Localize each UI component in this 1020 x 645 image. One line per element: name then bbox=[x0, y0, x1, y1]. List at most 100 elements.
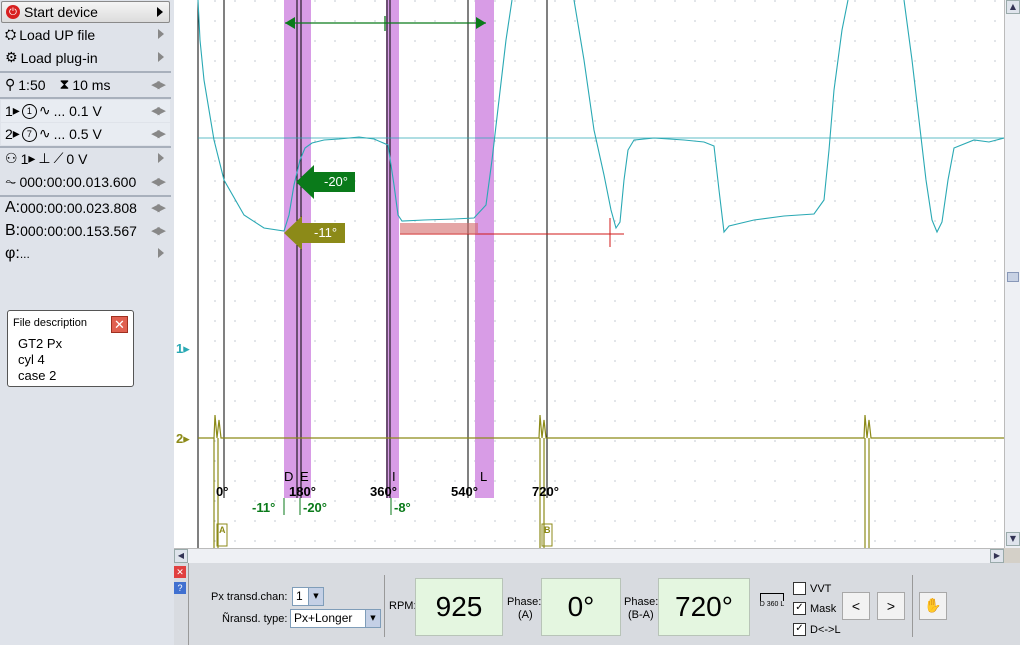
spin-arrows-icon[interactable]: ◀▶ bbox=[151, 127, 166, 140]
scroll-thumb[interactable] bbox=[1007, 272, 1019, 282]
cursor-a-marker[interactable]: A bbox=[219, 525, 226, 535]
vertical-scrollbar[interactable]: ▲ ▼ bbox=[1004, 0, 1020, 548]
vvt-checkbox-box[interactable] bbox=[793, 582, 806, 595]
divider bbox=[0, 97, 171, 99]
transd-type-select[interactable]: Px+Longer ▼ bbox=[290, 609, 381, 628]
phase-ba-sub: (B-A) bbox=[628, 609, 654, 621]
magnifier-icon: ⚲ bbox=[5, 77, 16, 93]
spin-arrows-icon[interactable]: ◀▶ bbox=[151, 104, 166, 117]
slope-icon: ⟋ bbox=[53, 151, 64, 167]
mask-checkbox-box[interactable]: ✓ bbox=[793, 602, 806, 615]
degree-tick-720: 720° bbox=[532, 484, 559, 499]
cursor-b-row[interactable]: B: 000:00:00.153.567 ◀▶ bbox=[1, 220, 170, 242]
horizontal-scrollbar[interactable]: ◀ ▶ bbox=[174, 548, 1004, 563]
px-chan-select[interactable]: 1 ▼ bbox=[292, 587, 324, 606]
binoculars-icon: ⚇ bbox=[5, 151, 18, 167]
chevron-down-icon: ▼ bbox=[365, 610, 380, 627]
arrow-minus11-label: -11° bbox=[314, 225, 338, 240]
scroll-up-icon[interactable]: ▲ bbox=[1006, 0, 1020, 14]
scale-timebase-row[interactable]: ⚲ 1:50 ⧗ 10 ms ◀▶ bbox=[1, 74, 170, 96]
cursor-a-row[interactable]: A: 000:00:00.023.808 ◀▶ bbox=[1, 197, 170, 219]
file-description-line: cyl 4 bbox=[18, 352, 45, 367]
arrow-right-icon: ▸ bbox=[28, 151, 36, 167]
arrow-minus11-icon bbox=[284, 216, 345, 250]
prev-button[interactable]: < bbox=[842, 592, 870, 620]
trigger-row[interactable]: ⚇ 1 ▸ ⊥ ⟋ 0 V bbox=[1, 148, 170, 170]
pulse-icon: ⏦ bbox=[5, 174, 17, 190]
close-icon[interactable]: ✕ bbox=[111, 316, 128, 333]
channel-2-range: ... 0.5 V bbox=[53, 126, 102, 142]
vvt-checkbox[interactable]: VVT bbox=[793, 582, 831, 595]
phase-letter-d: D bbox=[284, 469, 294, 484]
px-chan-label: Px transd.chan: bbox=[211, 591, 288, 603]
angle-label-minus11: -11° bbox=[252, 500, 276, 515]
start-device-label: Start device bbox=[24, 4, 98, 20]
divider bbox=[0, 195, 171, 197]
mask-checkbox[interactable]: ✓ Mask bbox=[793, 602, 836, 615]
cursor-b-label: B: bbox=[5, 222, 21, 239]
channel-1-row[interactable]: 1 ▸ 1 ∿ ... 0.1 V ◀▶ bbox=[1, 100, 170, 122]
start-device-button[interactable]: ⏻ Start device bbox=[1, 1, 170, 23]
trigger-edge-icon: ⊥ bbox=[38, 151, 51, 167]
trigger-channel: 1 bbox=[20, 151, 29, 167]
scroll-left-icon[interactable]: ◀ bbox=[174, 549, 188, 563]
phi-label: φ: bbox=[5, 245, 20, 262]
channel-2-number: 2 bbox=[5, 126, 13, 142]
spin-arrows-icon[interactable]: ◀▶ bbox=[151, 175, 166, 188]
timebase-value: 10 ms bbox=[72, 77, 111, 93]
channel-1-marker[interactable]: 1▸ bbox=[176, 341, 190, 356]
phase-letter-i: I bbox=[392, 469, 396, 484]
chevron-right-icon bbox=[157, 7, 163, 17]
dl-checkbox[interactable]: ✓ D<->L bbox=[793, 623, 841, 636]
pretrigger-row[interactable]: ⏦ 000:00:00.013.600 ◀▶ bbox=[1, 171, 170, 193]
arrow-right-icon: ▸ bbox=[12, 103, 20, 119]
spin-arrows-icon[interactable]: ◀▶ bbox=[151, 224, 166, 237]
load-plugin-button[interactable]: ⚙ Load plug-in bbox=[1, 47, 170, 69]
oscilloscope-plot[interactable]: 1▸ 2▸ -20° -11° D E I L 0° 180° 360° 540… bbox=[174, 0, 1004, 548]
angle-label-minus8: -8° bbox=[394, 500, 411, 515]
degree-tick-180: 180° bbox=[289, 484, 316, 499]
spin-arrows-icon[interactable]: ◀▶ bbox=[151, 78, 166, 91]
chevron-down-icon: ▼ bbox=[308, 588, 323, 605]
divider bbox=[384, 575, 385, 637]
close-panel-icon[interactable]: ✕ bbox=[174, 566, 186, 578]
px-chan-value: 1 bbox=[296, 589, 303, 603]
load-plugin-label: Load plug-in bbox=[20, 50, 98, 66]
rpm-label: RPM: bbox=[389, 600, 417, 612]
degree-tick-540: 540° bbox=[451, 484, 478, 499]
hand-pan-icon[interactable]: ✋ bbox=[919, 592, 947, 620]
chevron-right-icon bbox=[158, 29, 164, 39]
angle-label-minus20: -20° bbox=[303, 500, 327, 515]
probe-7-icon: 7 bbox=[21, 126, 37, 142]
chevron-right-icon bbox=[158, 248, 164, 258]
pretrigger-time: 000:00:00.013.600 bbox=[19, 174, 137, 190]
phi-row[interactable]: φ: ... bbox=[1, 243, 170, 265]
channel-2-marker[interactable]: 2▸ bbox=[176, 431, 190, 446]
chevron-right-icon bbox=[158, 52, 164, 62]
load-up-file-label: Load UP file bbox=[19, 27, 96, 43]
dl-checkbox-box[interactable]: ✓ bbox=[793, 623, 806, 636]
cursor-b-marker[interactable]: B bbox=[544, 525, 551, 535]
d360l-icon[interactable]: D 360 L bbox=[758, 593, 786, 619]
phase-letter-e: E bbox=[300, 469, 309, 484]
plugin-icon: ⚙ bbox=[5, 50, 18, 66]
divider bbox=[0, 71, 171, 73]
transd-type-label: Ñransd. type: bbox=[222, 613, 288, 625]
channel-2-row[interactable]: 2 ▸ 7 ∿ ... 0.5 V ◀▶ bbox=[1, 123, 170, 145]
help-icon[interactable]: ? bbox=[174, 582, 186, 594]
degree-tick-360: 360° bbox=[370, 484, 397, 499]
vvt-label: VVT bbox=[810, 582, 832, 595]
cursor-b-time: 000:00:00.153.567 bbox=[20, 223, 137, 239]
phase-a-sub: (A) bbox=[518, 609, 533, 621]
phase-band-l bbox=[475, 0, 494, 498]
channel-1-range: ... 0.1 V bbox=[53, 103, 102, 119]
scroll-right-icon[interactable]: ▶ bbox=[990, 549, 1004, 563]
load-up-file-button[interactable]: ⛭ Load UP file bbox=[1, 24, 170, 46]
file-description-line: GT2 Px bbox=[18, 336, 63, 351]
power-icon: ⏻ bbox=[6, 5, 20, 19]
spin-arrows-icon[interactable]: ◀▶ bbox=[151, 201, 166, 214]
mask-label: Mask bbox=[810, 602, 837, 615]
file-description-line: case 2 bbox=[18, 368, 57, 383]
scroll-down-icon[interactable]: ▼ bbox=[1006, 532, 1020, 546]
next-button[interactable]: > bbox=[877, 592, 905, 620]
